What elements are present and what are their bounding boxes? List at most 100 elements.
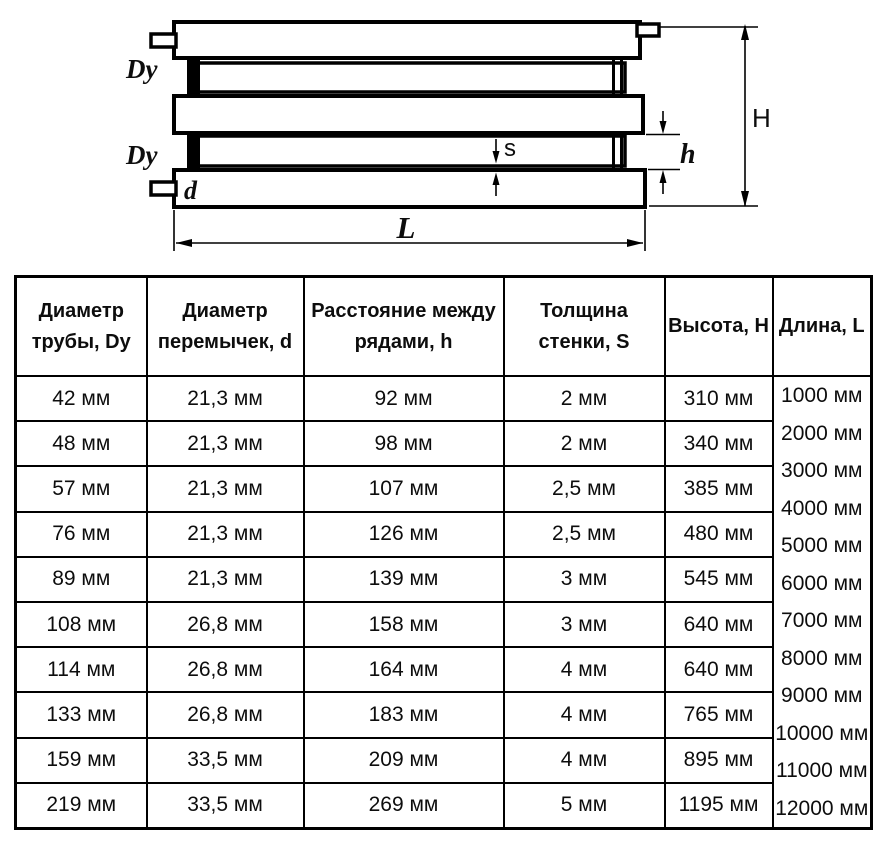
- cell-height: 310 мм: [663, 374, 774, 423]
- length-option: 12000 мм: [775, 796, 869, 820]
- length-option: 11000 мм: [775, 759, 868, 782]
- jumper-left-upper: [187, 57, 200, 97]
- cell-row-spacing: 107 мм: [302, 465, 505, 513]
- pipe-row-1: [172, 20, 642, 60]
- length-option: 2000 мм: [781, 421, 863, 445]
- label-dy-top: Dy: [125, 54, 158, 84]
- table-row: 133 мм 26,8 мм 183 мм 4 мм 765 мм: [14, 691, 872, 739]
- register-dimension-diagram: s h H Dy Dy d L: [125, 20, 771, 251]
- cell-row-spacing: 139 мм: [302, 555, 505, 603]
- cell-jumper-diameter: 21,3 мм: [145, 555, 305, 603]
- length-option: 6000 мм: [781, 571, 863, 595]
- cell-wall-thickness: 2,5 мм: [502, 510, 666, 558]
- cell-pipe-diameter: 89 мм: [14, 555, 148, 603]
- cell-wall-thickness: 2,5 мм: [502, 465, 666, 513]
- cell-wall-thickness: 2 мм: [502, 420, 666, 468]
- cell-height: 765 мм: [663, 691, 774, 739]
- label-length: L: [396, 210, 416, 245]
- arrow-s-down: [492, 151, 500, 164]
- cell-row-spacing: 183 мм: [302, 691, 505, 739]
- arrow-s-up: [492, 172, 500, 185]
- cell-pipe-diameter: 76 мм: [14, 510, 148, 558]
- dim-overall-height: [649, 26, 758, 207]
- cell-wall-thickness: 4 мм: [502, 736, 666, 784]
- cell-wall-thickness: 4 мм: [502, 646, 666, 694]
- cell-jumper-diameter: 21,3 мм: [145, 510, 305, 558]
- cell-pipe-diameter: 114 мм: [14, 646, 148, 694]
- dim-row-spacing: [646, 111, 680, 194]
- cell-pipe-diameter: 159 мм: [14, 736, 148, 784]
- label-d: d: [184, 176, 198, 205]
- length-option: 3000 мм: [781, 459, 863, 482]
- col-header-jumper-diameter: Диаметр перемычек, d: [145, 275, 305, 377]
- cell-jumper-diameter: 33,5 мм: [145, 781, 305, 830]
- cell-row-spacing: 92 мм: [302, 374, 505, 423]
- table-row: 108 мм 26,8 мм 158 мм 3 мм 640 мм: [14, 600, 872, 649]
- table-row: 114 мм 26,8 мм 164 мм 4 мм 640 мм: [14, 646, 872, 694]
- pipe-row-5: [172, 168, 647, 209]
- cell-height: 640 мм: [663, 646, 774, 694]
- cell-pipe-diameter: 48 мм: [14, 420, 148, 468]
- cell-wall-thickness: 2 мм: [502, 374, 666, 423]
- header-row: Диаметр трубы, Dy Диаметр перемычек, d Р…: [14, 275, 873, 377]
- label-h: h: [680, 139, 696, 170]
- cell-pipe-diameter: 108 мм: [14, 600, 148, 649]
- arrow-h-down: [659, 121, 667, 134]
- cell-height: 1195 мм: [663, 781, 774, 830]
- label-s: s: [504, 135, 516, 162]
- pipe-row-3: [172, 94, 645, 135]
- table-row: 159 мм 33,5 мм 209 мм 4 мм 895 мм: [14, 736, 872, 784]
- spec-table: Диаметр трубы, Dy Диаметр перемычек, d Р…: [14, 275, 873, 830]
- dim-length: [173, 210, 646, 251]
- cell-height: 385 мм: [663, 465, 774, 513]
- cell-height: 895 мм: [663, 736, 774, 784]
- cell-lengths: 1000 мм 2000 мм 3000 мм 4000 мм 5000 мм …: [771, 375, 873, 830]
- cell-pipe-diameter: 219 мм: [14, 781, 148, 830]
- cell-row-spacing: 269 мм: [302, 781, 505, 830]
- cell-row-spacing: 98 мм: [302, 420, 505, 468]
- length-option: 9000 мм: [781, 684, 863, 707]
- cell-pipe-diameter: 57 мм: [14, 465, 148, 513]
- table-row: 57 мм 21,3 мм 107 мм 2,5 мм 385 мм: [14, 465, 872, 513]
- col-header-pipe-diameter: Диаметр трубы, Dy: [14, 275, 148, 377]
- jumper-right-lower: [612, 135, 623, 168]
- cell-wall-thickness: 5 мм: [502, 781, 666, 830]
- cell-height: 480 мм: [663, 510, 774, 558]
- cell-jumper-diameter: 26,8 мм: [145, 691, 305, 739]
- length-option: 10000 мм: [775, 721, 869, 745]
- cell-row-spacing: 126 мм: [302, 510, 505, 558]
- length-option: 1000 мм: [781, 384, 863, 407]
- cell-jumper-diameter: 33,5 мм: [145, 736, 305, 784]
- col-header-height: Высота, H: [663, 275, 774, 377]
- length-option: 4000 мм: [781, 496, 863, 520]
- length-option: 7000 мм: [781, 609, 863, 632]
- cell-jumper-diameter: 21,3 мм: [145, 374, 305, 423]
- cell-row-spacing: 209 мм: [302, 736, 505, 784]
- cell-jumper-diameter: 21,3 мм: [145, 420, 305, 468]
- arrow-h-up: [659, 170, 667, 183]
- pipe-row-2: [194, 61, 627, 94]
- cell-row-spacing: 158 мм: [302, 600, 505, 649]
- jumper-left-lower: [187, 132, 200, 171]
- cell-height: 340 мм: [663, 420, 774, 468]
- cell-jumper-diameter: 26,8 мм: [145, 646, 305, 694]
- cell-height: 640 мм: [663, 600, 774, 649]
- table-row: 89 мм 21,3 мм 139 мм 3 мм 545 мм: [14, 555, 872, 603]
- length-option: 8000 мм: [781, 646, 863, 670]
- stub-top-left: [149, 32, 178, 49]
- cell-pipe-diameter: 42 мм: [14, 374, 148, 423]
- cell-wall-thickness: 3 мм: [502, 600, 666, 649]
- arrow-length-left: [176, 239, 192, 247]
- label-height: H: [752, 103, 771, 133]
- cell-jumper-diameter: 26,8 мм: [145, 600, 305, 649]
- stub-bottom-left: [149, 180, 178, 197]
- table-row: 219 мм 33,5 мм 269 мм 5 мм 1195 мм: [14, 781, 872, 830]
- table-row: 42 мм 21,3 мм 92 мм 2 мм 310 мм 1000 мм …: [14, 374, 873, 830]
- arrow-height-top: [741, 24, 749, 40]
- cell-pipe-diameter: 133 мм: [14, 691, 148, 739]
- cell-row-spacing: 164 мм: [302, 646, 505, 694]
- table-row: 76 мм 21,3 мм 126 мм 2,5 мм 480 мм: [14, 510, 872, 558]
- stub-top-right: [635, 22, 661, 38]
- col-header-row-spacing: Расстояние между рядами, h: [302, 275, 505, 377]
